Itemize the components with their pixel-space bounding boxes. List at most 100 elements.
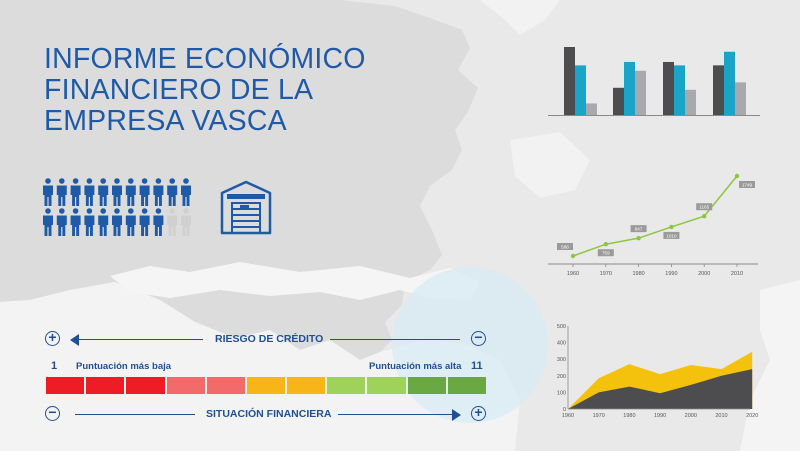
arrow-right-head [452, 408, 461, 421]
bar-chart [548, 47, 760, 116]
bar [613, 87, 624, 115]
data-point [570, 253, 576, 259]
x-tick-label: 2010 [715, 413, 727, 419]
svg-text:1749: 1749 [742, 183, 753, 188]
data-label: 759 [597, 249, 614, 257]
bar [735, 82, 746, 115]
arrow-left-line [75, 339, 203, 340]
y-tick-label: 400 [557, 341, 566, 347]
score-segment [327, 377, 366, 394]
x-tick-label: 2010 [731, 271, 743, 277]
y-tick-label: 200 [557, 374, 566, 380]
x-tick-label: 1960 [562, 413, 574, 419]
arrow-right-line [338, 414, 454, 415]
series-line [572, 175, 738, 257]
data-label: 1165 [696, 203, 713, 211]
x-tick-label: 2000 [685, 413, 697, 419]
y-tick-label: 0 [563, 407, 566, 413]
y-tick-label: 100 [557, 390, 566, 396]
bar [575, 65, 586, 115]
data-label: 847 [630, 225, 647, 233]
line-chart: 588 759 847 1010 1165 1749 1960 1970 1980 1990 200… [548, 173, 758, 277]
title-line-1: INFORME ECONÓMICO [44, 43, 366, 75]
minus-icon[interactable]: − [471, 330, 486, 346]
person-icon [139, 208, 150, 236]
score-segment [126, 377, 165, 394]
score-segment [447, 377, 486, 394]
x-tick-label: 1990 [665, 271, 677, 277]
plus-icon[interactable]: + [471, 405, 486, 421]
x-tick-label: 1990 [654, 413, 666, 419]
x-tick-label: 2000 [698, 271, 710, 277]
plus-icon[interactable]: + [45, 330, 60, 346]
score-segment [246, 377, 286, 394]
score-segment [86, 377, 125, 394]
score-segment [367, 377, 406, 394]
person-icon [125, 178, 136, 206]
x-tick-label: 1960 [567, 271, 579, 277]
data-label: 1749 [739, 181, 755, 188]
data-point [669, 224, 674, 230]
person-icon [56, 178, 67, 206]
score-segment [206, 377, 245, 394]
data-label: 588 [557, 243, 573, 250]
bar [713, 65, 724, 115]
person-icon [84, 178, 95, 206]
person-icon [70, 208, 81, 236]
y-tick-label: 300 [557, 357, 566, 363]
svg-text:847: 847 [635, 227, 643, 232]
financial-situation-label: SITUACIÓN FINANCIERA [206, 408, 332, 420]
arrow-left-line-right [330, 339, 460, 340]
person-icon [153, 208, 164, 236]
person-icon [112, 208, 122, 236]
data-point [734, 173, 740, 179]
person-icon [167, 178, 178, 206]
person-icon [98, 178, 109, 206]
score-segment [46, 377, 85, 394]
x-tick-label: 1980 [623, 413, 635, 419]
person-icon [43, 208, 53, 236]
people-group-icon [43, 178, 191, 236]
x-tick-label: 2020 [746, 413, 758, 419]
score-segment [166, 377, 205, 394]
scale-min-number: 1 [51, 360, 58, 372]
person-icon [98, 208, 109, 236]
arrow-right-line-left [75, 414, 195, 415]
person-icon [112, 178, 122, 206]
person-icon [70, 178, 81, 206]
bar [586, 103, 597, 115]
score-segment [407, 377, 446, 394]
y-tick-label: 500 [557, 324, 566, 330]
person-icon [56, 208, 67, 236]
person-icon [139, 178, 150, 206]
area-series [568, 369, 753, 409]
minus-icon[interactable]: − [45, 405, 60, 421]
bar [724, 51, 735, 115]
warehouse-icon [220, 180, 272, 235]
bar [685, 89, 696, 115]
data-point [636, 235, 641, 241]
data-point [603, 242, 608, 247]
svg-text:759: 759 [602, 251, 610, 256]
score-segment [287, 377, 326, 394]
svg-text:1165: 1165 [699, 205, 709, 210]
svg-text:1010: 1010 [666, 233, 677, 238]
person-icon [167, 208, 178, 236]
lowest-score-label: Puntuación más baja [76, 361, 172, 372]
bar [674, 65, 685, 115]
data-point [702, 214, 707, 219]
person-icon [181, 178, 191, 206]
bar [635, 70, 646, 115]
person-icon [153, 178, 164, 206]
bar [663, 61, 674, 115]
person-icon [181, 208, 191, 236]
title-line-2: FINANCIERO DE LA [44, 74, 314, 106]
arrow-left-head [70, 333, 79, 346]
highest-score-label: Puntuación más alta [369, 361, 462, 372]
scale-max-number: 11 [471, 360, 483, 372]
credit-risk-label: RIESGO DE CRÉDITO [215, 333, 324, 345]
person-icon [84, 208, 95, 236]
x-tick-label: 1970 [600, 271, 612, 277]
